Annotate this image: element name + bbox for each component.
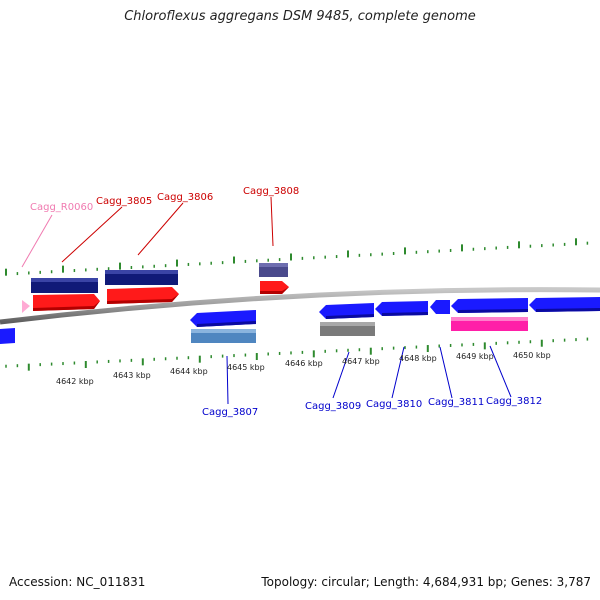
gene-steel-3807-hi: [191, 329, 256, 333]
gene-label-cagg-3806[interactable]: Cagg_3806: [157, 192, 213, 203]
kbp-label: 4649 kbp: [456, 352, 494, 361]
kbp-label: 4650 kbp: [513, 351, 551, 360]
gene-blue-3812-shadow: [458, 309, 528, 313]
leader-cagg-3809: [332, 351, 350, 399]
genome-title: Chloroflexus aggregans DSM 9485, complet…: [124, 9, 476, 24]
leader-cagg-3812: [489, 345, 512, 398]
leader-cagg-3810: [391, 346, 405, 399]
leader-cagg-r0060: [21, 214, 53, 268]
gene-red-3805-shadow: [33, 301, 100, 311]
gene-blue-3810[interactable]: [375, 301, 428, 316]
kbp-label: 4644 kbp: [170, 367, 208, 376]
tick-track-top: [5, 238, 589, 276]
gene-magenta-3812-hi: [451, 317, 528, 321]
leader-cagg-3811: [439, 346, 453, 399]
gene-track-top: [22, 263, 289, 313]
gene-blue-right-shadow: [536, 308, 600, 312]
gene-navy-1-hi: [31, 278, 98, 282]
gene-label-cagg-3811[interactable]: Cagg_3811: [428, 397, 484, 408]
accession-text: Accession: NC_011831: [9, 575, 146, 589]
kbp-label: 4642 kbp: [56, 377, 94, 386]
gene-red-3806-shadow: [107, 294, 179, 304]
gene-blue-3807-shadow: [197, 321, 256, 327]
gene-red-3808[interactable]: [260, 281, 289, 294]
leader-cagg-3808: [270, 196, 274, 247]
gene-track-bottom: [0, 297, 600, 344]
kbp-label: 4645 kbp: [227, 363, 265, 372]
gene-pink-r0060[interactable]: [22, 300, 30, 313]
gene-labels: Cagg_R0060 Cagg_3805 Cagg_3806 Cagg_3808…: [30, 186, 542, 418]
kbp-label: 4646 kbp: [285, 359, 323, 368]
kbp-labels: 4642 kbp 4643 kbp 4644 kbp 4645 kbp 4646…: [56, 351, 551, 386]
gene-label-cagg-3810[interactable]: Cagg_3810: [366, 399, 422, 410]
kbp-label: 4643 kbp: [113, 371, 151, 380]
gene-label-cagg-3809[interactable]: Cagg_3809: [305, 401, 361, 412]
leader-cagg-3806: [137, 202, 184, 256]
leader-cagg-3805: [61, 206, 123, 263]
gene-blue-left[interactable]: [0, 328, 15, 344]
gene-label-cagg-3812[interactable]: Cagg_3812: [486, 396, 542, 407]
leader-lines: [21, 196, 512, 405]
gene-navy-2-hi: [105, 270, 178, 274]
gene-label-cagg-r0060[interactable]: Cagg_R0060: [30, 202, 93, 213]
kbp-label: 4648 kbp: [399, 354, 437, 363]
gene-blue-3812[interactable]: [451, 298, 528, 313]
gene-label-cagg-3807[interactable]: Cagg_3807: [202, 407, 258, 418]
gene-blue-right[interactable]: [529, 297, 600, 312]
tick-track-bottom: [5, 337, 589, 371]
kbp-label: 4647 kbp: [342, 357, 380, 366]
leader-cagg-3807: [226, 355, 229, 405]
gene-blue-3810-shadow: [382, 312, 428, 316]
gene-blue-3809-shadow: [326, 314, 374, 319]
gene-blue-3811[interactable]: [430, 300, 450, 314]
genome-backbone: [0, 287, 600, 325]
topology-text: Topology: circular; Length: 4,684,931 bp…: [261, 575, 591, 589]
gene-slate-3808-hi: [259, 263, 288, 267]
gene-label-cagg-3808[interactable]: Cagg_3808: [243, 186, 299, 197]
gene-red-3808-shadow: [260, 287, 289, 294]
gene-label-cagg-3805[interactable]: Cagg_3805: [96, 196, 152, 207]
gene-gray-3809-hi: [320, 322, 375, 326]
